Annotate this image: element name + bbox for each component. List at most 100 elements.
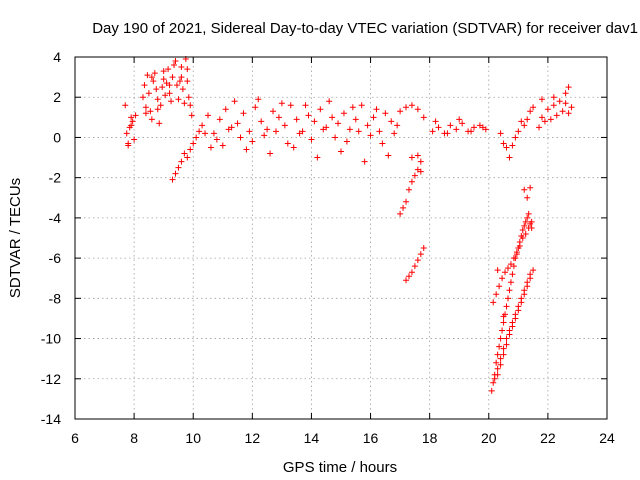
- data-point: [497, 361, 504, 368]
- data-point: [509, 142, 516, 149]
- data-point: [522, 218, 529, 225]
- data-point: [142, 104, 149, 111]
- x-axis-label: GPS time / hours: [283, 459, 397, 476]
- data-point: [205, 112, 211, 119]
- data-point: [176, 78, 183, 85]
- data-point: [166, 82, 173, 89]
- data-point: [148, 74, 155, 81]
- data-point: [456, 116, 463, 123]
- data-point: [358, 102, 365, 109]
- data-point: [131, 136, 138, 143]
- data-point: [496, 343, 503, 350]
- data-point: [530, 104, 537, 111]
- data-point: [411, 172, 418, 179]
- data-point: [471, 124, 477, 131]
- data-point: [524, 214, 531, 221]
- data-point: [500, 140, 507, 147]
- data-point: [125, 142, 132, 149]
- data-point: [385, 152, 392, 159]
- data-point: [151, 70, 158, 77]
- data-point: [500, 345, 507, 352]
- data-point: [506, 154, 513, 161]
- x-tick-label: 16: [363, 430, 379, 446]
- data-point: [320, 126, 327, 133]
- data-point: [411, 263, 418, 270]
- data-point: [308, 136, 315, 143]
- data-point: [403, 198, 410, 205]
- data-point: [400, 204, 407, 211]
- data-point: [160, 68, 167, 75]
- y-tick-label: 0: [53, 129, 61, 145]
- data-point: [141, 82, 148, 89]
- y-tick-label: -8: [49, 290, 62, 306]
- data-point: [317, 106, 324, 113]
- data-point: [338, 148, 344, 155]
- data-point: [403, 277, 410, 284]
- x-tick-label: 18: [422, 430, 438, 446]
- y-axis-label: SDTVAR / TECUs: [7, 178, 24, 298]
- data-point: [562, 100, 569, 107]
- data-point: [453, 126, 460, 133]
- data-point: [447, 122, 454, 129]
- data-point: [405, 186, 412, 193]
- data-point: [507, 279, 514, 286]
- plot-frame: [74, 56, 608, 420]
- data-point: [284, 140, 291, 147]
- data-point: [184, 78, 191, 85]
- data-point: [132, 112, 139, 119]
- data-point: [296, 130, 303, 137]
- data-point: [207, 144, 214, 151]
- data-point: [499, 327, 506, 334]
- data-point: [394, 122, 401, 129]
- data-point: [504, 265, 511, 272]
- data-point: [240, 110, 247, 117]
- data-point: [519, 235, 526, 241]
- data-point: [210, 130, 217, 137]
- data-point: [237, 134, 244, 141]
- data-point: [343, 138, 350, 145]
- data-point: [305, 112, 312, 119]
- data-point: [397, 210, 404, 217]
- data-point: [494, 267, 501, 274]
- data-point: [153, 86, 160, 93]
- data-point: [512, 315, 519, 322]
- data-point: [329, 114, 336, 121]
- data-point: [541, 118, 548, 125]
- data-point: [302, 102, 309, 109]
- data-point: [519, 226, 526, 233]
- data-point: [185, 94, 192, 101]
- data-point: [173, 82, 180, 89]
- data-point: [290, 144, 297, 151]
- data-point: [417, 251, 424, 258]
- data-point: [391, 130, 398, 137]
- data-point: [500, 319, 507, 326]
- data-point: [491, 375, 498, 382]
- y-tick-label: -14: [41, 411, 61, 427]
- data-point: [538, 96, 545, 103]
- data-point: [129, 118, 136, 125]
- data-point: [171, 62, 178, 69]
- data-point: [414, 106, 421, 113]
- data-point: [536, 124, 543, 131]
- data-point: [550, 102, 557, 109]
- data-point: [444, 130, 451, 137]
- data-point: [420, 114, 427, 121]
- data-point: [565, 110, 572, 117]
- data-point: [527, 275, 534, 282]
- data-point: [154, 96, 161, 103]
- data-point: [408, 154, 415, 161]
- data-point: [172, 170, 179, 177]
- data-point: [562, 90, 569, 97]
- data-point: [346, 126, 353, 133]
- data-point: [397, 108, 404, 115]
- data-point: [364, 122, 371, 129]
- data-point: [494, 365, 501, 372]
- data-point: [509, 323, 516, 330]
- data-point: [128, 114, 135, 121]
- data-point: [435, 124, 442, 131]
- data-point: [202, 130, 209, 137]
- data-point: [190, 140, 197, 147]
- data-point: [123, 130, 130, 137]
- data-point: [556, 98, 563, 105]
- x-tick-label: 12: [245, 430, 261, 446]
